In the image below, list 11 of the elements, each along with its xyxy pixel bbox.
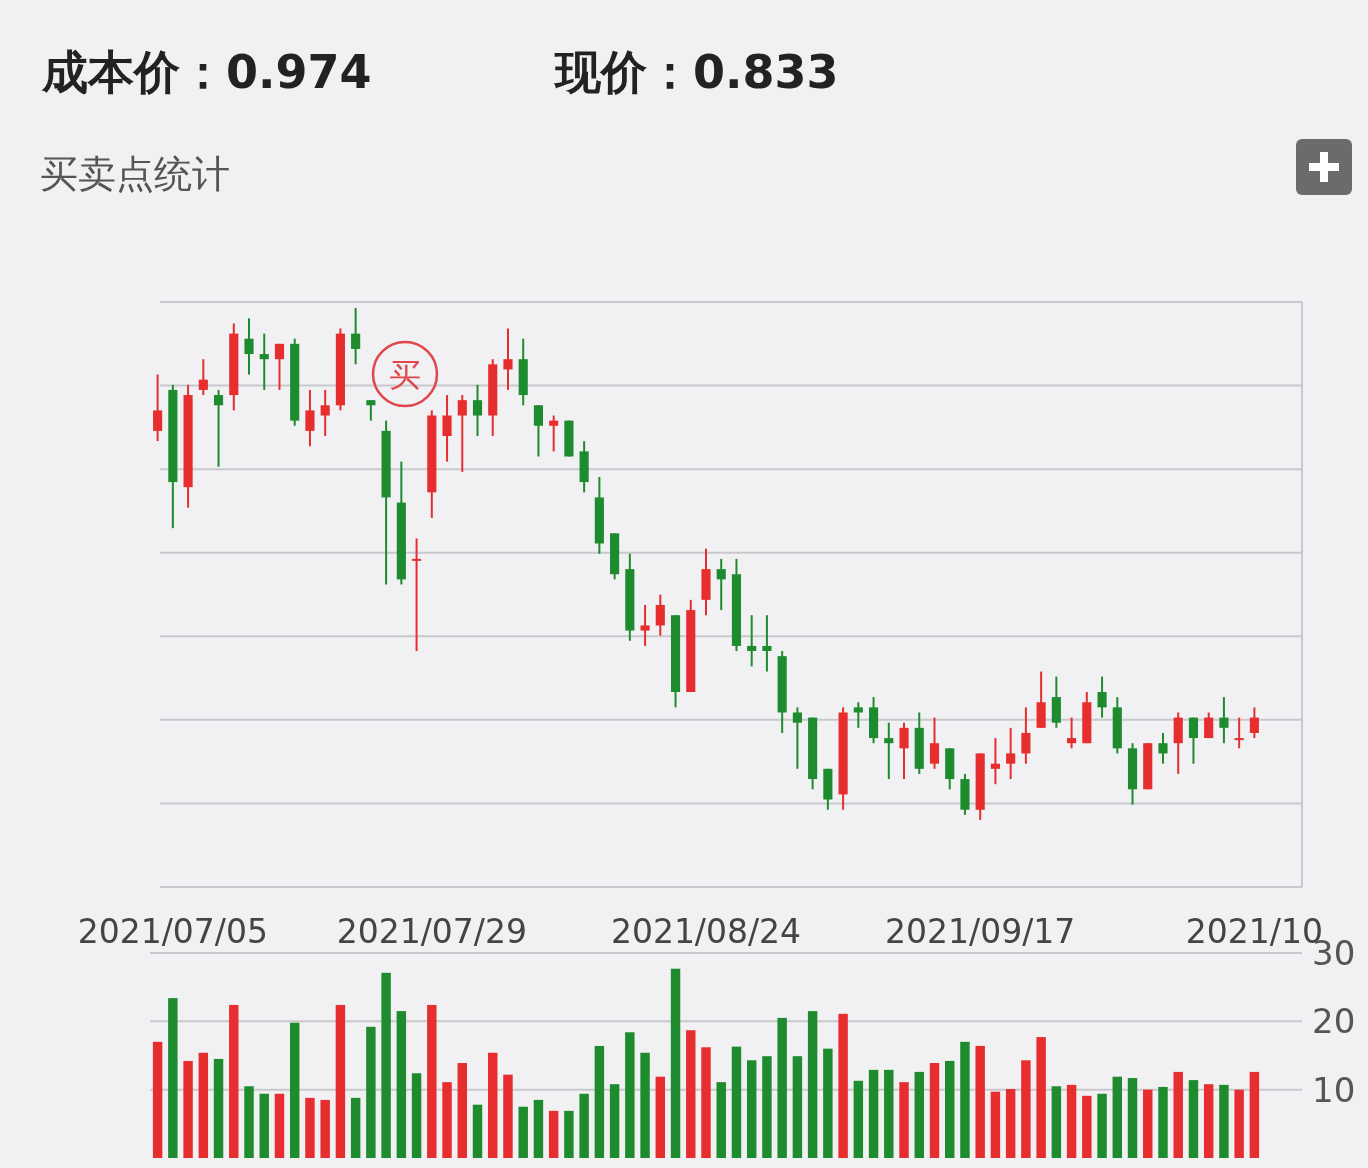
annotation: 买 [389, 356, 421, 394]
x-tick-label: 2021/07/29 [336, 912, 527, 951]
annotation-badge: 买 [371, 340, 439, 408]
chart-title: 买卖点统计 [40, 152, 230, 196]
y-tick-label: 10 [1312, 1069, 1356, 1110]
x-tick-label: 2021/09/17 [885, 912, 1076, 951]
x-tick-label: 2021/08/24 [610, 912, 802, 951]
text: 现价：0.833 [553, 45, 839, 99]
text: 成本价：0.974 [41, 45, 372, 99]
y-tick-label: 20 [1312, 1001, 1356, 1042]
x-tick-label: 2021/07/05 [77, 912, 268, 951]
